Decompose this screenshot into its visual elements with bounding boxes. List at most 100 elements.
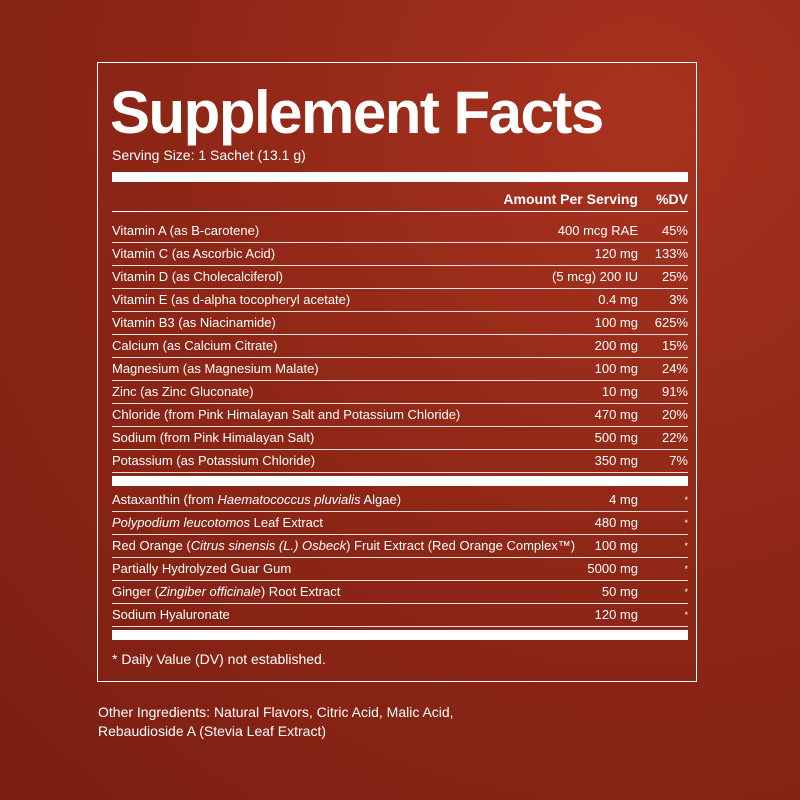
name-part: Calcium (as Calcium Citrate) [112, 338, 278, 353]
nutrient-row: Ginger (Zingiber officinale) Root Extrac… [112, 581, 688, 604]
daily-value: * [684, 495, 688, 505]
nutrient-row: Vitamin A (as B-carotene) 400 mcg RAE 45% [112, 220, 688, 243]
daily-value: 25% [661, 269, 688, 284]
name-part: Vitamin D (as Cholecalciferol) [112, 269, 283, 284]
name-part: Magnesium (as Magnesium Malate) [112, 361, 319, 376]
daily-value: 22% [661, 430, 688, 445]
column-header: Amount Per Serving %DV [112, 191, 688, 212]
nutrient-row: Sodium (from Pink Himalayan Salt) 500 mg 2… [112, 427, 688, 450]
nutrient-row: Magnesium (as Magnesium Malate) 100 mg 24% [112, 358, 688, 381]
amount: 50 mg [601, 584, 638, 599]
nutrient-row: Potassium (as Potassium Chloride) 350 mg 7… [112, 450, 688, 473]
nutrient-name: Potassium (as Potassium Chloride) [112, 453, 315, 468]
name-part: Red Orange ( [112, 538, 191, 553]
name-part: Vitamin B3 (as Niacinamide) [112, 315, 276, 330]
name-part: Sodium Hyaluronate [112, 607, 230, 622]
nutrient-row: Astaxanthin (from Haematococcus pluviali… [112, 489, 688, 512]
nutrient-name: Chloride (from Pink Himalayan Salt and P… [112, 407, 460, 422]
amount: 100 mg [594, 538, 638, 553]
amount: 500 mg [594, 430, 638, 445]
thick-rule [112, 172, 688, 182]
amount: 5000 mg [587, 561, 638, 576]
name-part: Chloride (from Pink Himalayan Salt and P… [112, 407, 461, 422]
daily-value: * [684, 610, 688, 620]
nutrient-row: Vitamin D (as Cholecalciferol) (5 mcg) 20… [112, 266, 688, 289]
nutrient-row: Partially Hydrolyzed Guar Gum 5000 mg * [112, 558, 688, 581]
daily-value: 7% [669, 453, 688, 468]
daily-value: * [684, 518, 688, 528]
daily-value: 625% [654, 315, 688, 330]
amount: 100 mg [594, 361, 638, 376]
nutrient-row: Calcium (as Calcium Citrate) 200 mg 15% [112, 335, 688, 358]
name-part: Partially Hydrolyzed Guar Gum [112, 561, 292, 576]
nutrient-row: Red Orange (Citrus sinensis (L.) Osbeck)… [112, 535, 688, 558]
daily-value: * [684, 564, 688, 574]
nutrient-row: Vitamin C (as Ascorbic Acid) 120 mg 133% [112, 243, 688, 266]
amount: 100 mg [594, 315, 638, 330]
nutrient-row: Sodium Hyaluronate 120 mg * [112, 604, 688, 627]
amount: 200 mg [594, 338, 638, 353]
thick-rule [112, 476, 688, 486]
nutrient-name: Zinc (as Zinc Gluconate) [112, 384, 254, 399]
name-part: Potassium (as Potassium Chloride) [112, 453, 316, 468]
amount: 10 mg [601, 384, 638, 399]
nutrient-name: Magnesium (as Magnesium Malate) [112, 361, 319, 376]
nutrient-name: Sodium (from Pink Himalayan Salt) [112, 430, 314, 445]
name-part: Citrus sinensis (L.) Osbeck [190, 538, 347, 553]
footnote: * Daily Value (DV) not established. [112, 651, 326, 667]
amount: 470 mg [594, 407, 638, 422]
daily-value: 45% [661, 223, 688, 238]
amount: 120 mg [594, 607, 638, 622]
name-part: Sodium (from Pink Himalayan Salt) [112, 430, 315, 445]
name-part: ) Root Extract [260, 584, 341, 599]
nutrient-name: Vitamin D (as Cholecalciferol) [112, 269, 283, 284]
name-part: Algae) [360, 492, 402, 507]
name-part: Zinc (as Zinc Gluconate) [112, 384, 254, 399]
other-ingredients: Other Ingredients: Natural Flavors, Citr… [98, 704, 454, 720]
nutrient-name: Sodium Hyaluronate [112, 607, 230, 622]
nutrient-row: Chloride (from Pink Himalayan Salt and P… [112, 404, 688, 427]
name-part: Leaf Extract [250, 515, 324, 530]
name-part: Polypodium leucotomos [112, 515, 251, 530]
amount: (5 mcg) 200 IU [552, 269, 638, 284]
name-part: ) Fruit Extract (Red Orange Complex™) [346, 538, 576, 553]
daily-value: 20% [661, 407, 688, 422]
amount: 350 mg [594, 453, 638, 468]
nutrient-name: Partially Hydrolyzed Guar Gum [112, 561, 291, 576]
name-part: Vitamin E (as d-alpha tocopheryl acetate… [112, 292, 351, 307]
nutrient-name: Vitamin A (as B-carotene) [112, 223, 259, 238]
name-part: Ginger ( [112, 584, 159, 599]
amount: 120 mg [594, 246, 638, 261]
name-part: Vitamin C (as Ascorbic Acid) [112, 246, 276, 261]
serving-size: Serving Size: 1 Sachet (13.1 g) [112, 147, 306, 163]
daily-value: 133% [654, 246, 688, 261]
name-part: Haematococcus pluvialis [217, 492, 361, 507]
amount: 4 mg [609, 492, 638, 507]
nutrient-name: Vitamin E (as d-alpha tocopheryl acetate… [112, 292, 350, 307]
daily-value: * [684, 541, 688, 551]
nutrient-name: Polypodium leucotomos Leaf Extract [112, 515, 323, 530]
nutrient-row: Polypodium leucotomos Leaf Extract 480 mg… [112, 512, 688, 535]
daily-value: 15% [661, 338, 688, 353]
nutrient-name: Red Orange (Citrus sinensis (L.) Osbeck)… [112, 538, 575, 553]
dv-header: %DV [656, 191, 688, 207]
name-part: Astaxanthin (from [112, 492, 218, 507]
amount: 480 mg [594, 515, 638, 530]
amount: 0.4 mg [598, 292, 638, 307]
facts-box [97, 62, 697, 682]
title: Supplement Facts [110, 79, 604, 146]
amount-header: Amount Per Serving [503, 191, 638, 207]
nutrient-row: Zinc (as Zinc Gluconate) 10 mg 91% [112, 381, 688, 404]
nutrient-name: Vitamin B3 (as Niacinamide) [112, 315, 276, 330]
nutrient-row: Vitamin E (as d-alpha tocopheryl acetate… [112, 289, 688, 312]
nutrient-name: Calcium (as Calcium Citrate) [112, 338, 277, 353]
name-part: Zingiber officinale [158, 584, 261, 599]
other-ingredients: Rebaudioside A (Stevia Leaf Extract) [98, 723, 327, 739]
name-part: Vitamin A (as B-carotene) [112, 223, 260, 238]
thick-rule [112, 630, 688, 640]
nutrient-name: Astaxanthin (from Haematococcus pluviali… [112, 492, 401, 507]
daily-value: 91% [661, 384, 688, 399]
daily-value: 3% [669, 292, 688, 307]
amount: 400 mcg RAE [557, 223, 638, 238]
